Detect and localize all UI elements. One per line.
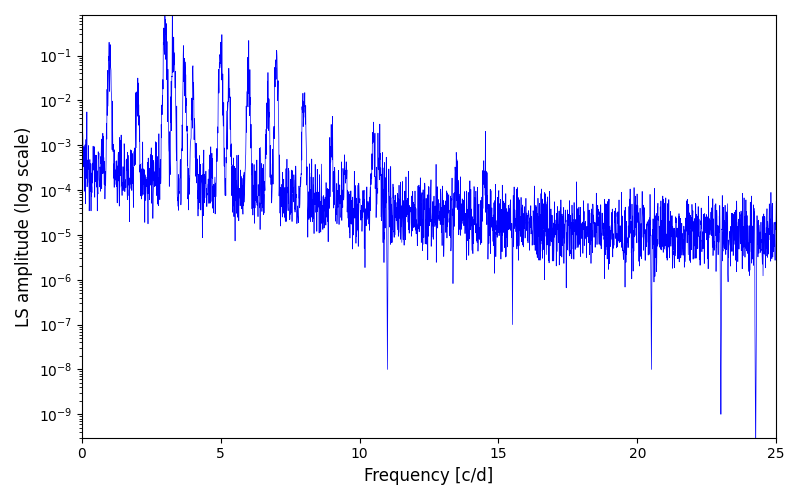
X-axis label: Frequency [c/d]: Frequency [c/d] — [364, 467, 494, 485]
Y-axis label: LS amplitude (log scale): LS amplitude (log scale) — [15, 126, 33, 326]
